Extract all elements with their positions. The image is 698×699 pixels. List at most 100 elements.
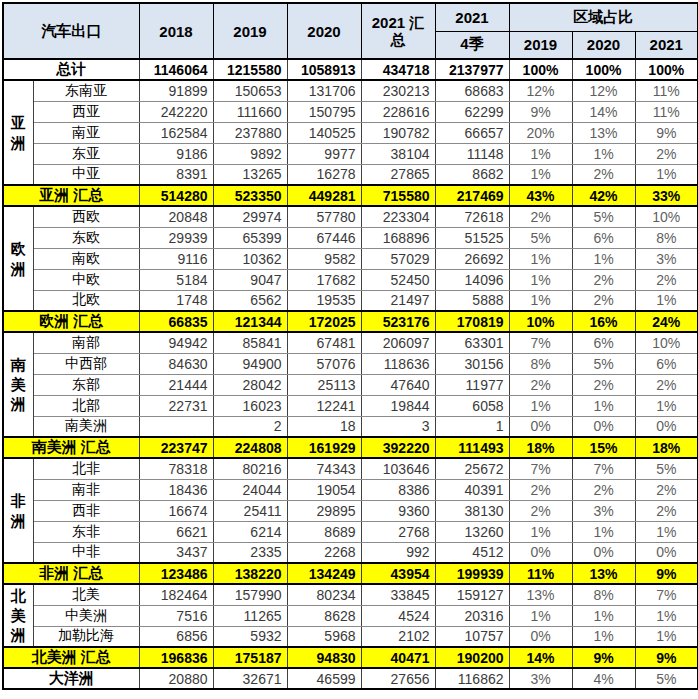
value-cell: 168896 <box>361 227 435 248</box>
value-cell: 523176 <box>361 311 435 332</box>
value-cell: 434718 <box>361 59 435 80</box>
value-cell: 8689 <box>287 521 361 542</box>
share-cell: 3% <box>572 500 635 521</box>
share-cell: 0% <box>572 542 635 563</box>
share-cell: 2% <box>572 479 635 500</box>
value-cell: 224808 <box>213 437 287 458</box>
value-cell: 52450 <box>361 269 435 290</box>
value-cell: 8682 <box>435 164 509 185</box>
share-cell: 0% <box>635 416 698 437</box>
value-cell: 9892 <box>213 143 287 164</box>
share-cell: 12% <box>509 80 572 101</box>
share-cell: 9% <box>572 647 635 668</box>
value-cell: 2268 <box>287 542 361 563</box>
share-cell: 43% <box>509 185 572 206</box>
region-label: 北美 <box>33 584 139 605</box>
region-label: 西欧 <box>33 206 139 227</box>
value-cell: 30156 <box>435 353 509 374</box>
value-cell: 230213 <box>361 80 435 101</box>
value-cell: 19844 <box>361 395 435 416</box>
value-cell: 196836 <box>139 647 213 668</box>
value-cell: 3 <box>361 416 435 437</box>
value-cell: 9186 <box>139 143 213 164</box>
value-cell: 5968 <box>287 626 361 647</box>
value-cell: 24044 <box>213 479 287 500</box>
value-cell: 74343 <box>287 458 361 479</box>
value-cell: 162584 <box>139 122 213 143</box>
value-cell: 11148 <box>435 143 509 164</box>
region-label: 中西部 <box>33 353 139 374</box>
share-cell: 1% <box>509 269 572 290</box>
col-header-2021: 2021 <box>435 3 509 31</box>
share-cell: 2% <box>509 206 572 227</box>
value-cell: 94830 <box>287 647 361 668</box>
region-label: 南亚 <box>33 122 139 143</box>
share-cell: 1% <box>509 164 572 185</box>
value-cell: 111660 <box>213 101 287 122</box>
value-cell: 25411 <box>213 500 287 521</box>
value-cell: 26692 <box>435 248 509 269</box>
value-cell: 29974 <box>213 206 287 227</box>
value-cell: 715580 <box>361 185 435 206</box>
value-cell: 123486 <box>139 563 213 584</box>
share-cell: 1% <box>572 143 635 164</box>
share-cell: 8% <box>635 227 698 248</box>
row-label: 非洲 汇总 <box>3 563 139 584</box>
value-cell: 118636 <box>361 353 435 374</box>
value-cell: 67481 <box>287 332 361 353</box>
value-cell: 20848 <box>139 206 213 227</box>
value-cell: 138220 <box>213 563 287 584</box>
value-cell: 2137977 <box>435 59 509 80</box>
summary-row: 欧洲 汇总6683512134417202552317617081910%16%… <box>3 311 698 332</box>
value-cell: 29895 <box>287 500 361 521</box>
row-label: 南美洲 汇总 <box>3 437 139 458</box>
region-row: 东非6621621486892768132601%1%1% <box>3 521 698 542</box>
share-cell: 15% <box>572 437 635 458</box>
value-cell: 16674 <box>139 500 213 521</box>
table-header: 汽车出口 2018 2019 2020 2021 汇总 2021 区域占比 4季… <box>3 3 698 59</box>
share-cell: 18% <box>635 437 698 458</box>
value-cell: 190200 <box>435 647 509 668</box>
region-row: 欧 洲西欧208482997457780223304726182%5%10% <box>3 206 698 227</box>
share-cell: 1% <box>635 521 698 542</box>
value-cell: 27656 <box>361 668 435 689</box>
value-cell: 13265 <box>213 164 287 185</box>
share-cell: 1% <box>572 521 635 542</box>
share-cell: 2% <box>635 374 698 395</box>
region-label: 西亚 <box>33 101 139 122</box>
region-row: 南亚1625842378801405251907826665720%13%9% <box>3 122 698 143</box>
value-cell: 78318 <box>139 458 213 479</box>
share-cell: 1% <box>572 605 635 626</box>
value-cell: 5888 <box>435 290 509 311</box>
share-cell: 2% <box>635 269 698 290</box>
share-cell: 8% <box>509 353 572 374</box>
col-header-q4: 4季 <box>435 31 509 59</box>
share-cell: 13% <box>572 122 635 143</box>
value-cell: 27865 <box>361 164 435 185</box>
value-cell: 68683 <box>435 80 509 101</box>
value-cell: 80234 <box>287 584 361 605</box>
share-cell: 3% <box>635 248 698 269</box>
share-cell: 1% <box>635 626 698 647</box>
value-cell: 6562 <box>213 290 287 311</box>
value-cell: 47640 <box>361 374 435 395</box>
region-label: 东非 <box>33 521 139 542</box>
share-cell: 2% <box>635 143 698 164</box>
region-label: 东亚 <box>33 143 139 164</box>
summary-row: 非洲 汇总1234861382201342494395419993911%13%… <box>3 563 698 584</box>
share-cell: 1% <box>509 290 572 311</box>
share-cell: 0% <box>509 416 572 437</box>
region-label: 中非 <box>33 542 139 563</box>
value-cell: 32671 <box>213 668 287 689</box>
value-cell: 16278 <box>287 164 361 185</box>
share-cell: 1% <box>635 164 698 185</box>
region-label: 西非 <box>33 500 139 521</box>
value-cell: 40471 <box>361 647 435 668</box>
region-label: 中欧 <box>33 269 139 290</box>
group-label: 欧 洲 <box>3 206 33 311</box>
share-cell: 7% <box>635 584 698 605</box>
value-cell: 1146064 <box>139 59 213 80</box>
region-label: 东部 <box>33 374 139 395</box>
value-cell: 21497 <box>361 290 435 311</box>
value-cell: 10757 <box>435 626 509 647</box>
